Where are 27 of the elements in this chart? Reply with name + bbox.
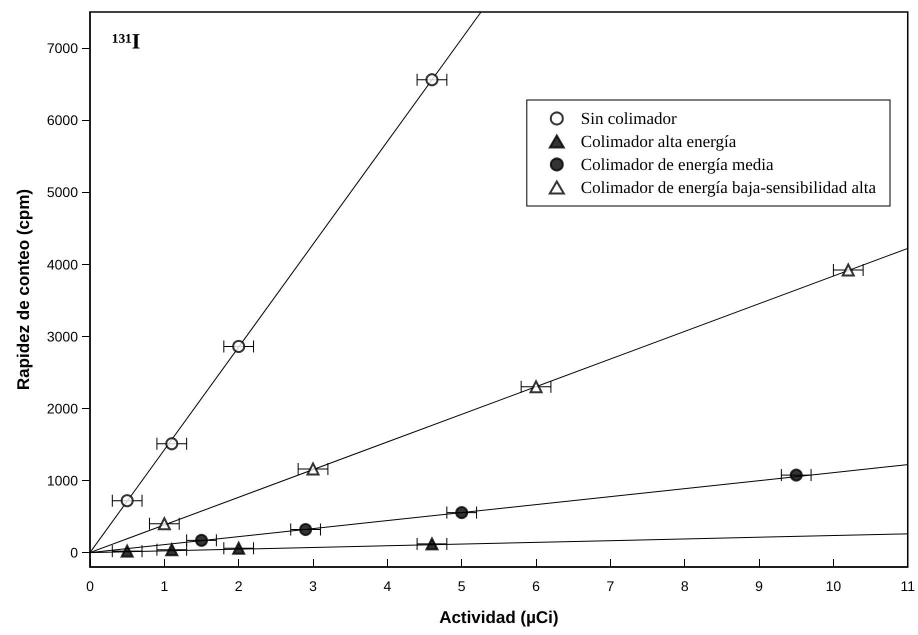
legend-label: Colimador de energía media	[580, 155, 774, 174]
x-tick-label: 5	[458, 578, 466, 594]
y-tick-label: 4000	[46, 256, 78, 272]
y-tick-label: 6000	[46, 112, 78, 128]
y-tick-label: 1000	[46, 472, 78, 489]
x-tick-label: 8	[680, 578, 689, 594]
y-tick-label: 3000	[46, 328, 78, 344]
x-tick-label: 2	[234, 578, 243, 594]
annotation: ¹³¹I	[112, 28, 140, 54]
y-tick-label: 5000	[46, 184, 78, 200]
legend-label: Sin colimador	[580, 109, 677, 128]
x-tick-label: 11	[900, 578, 916, 594]
x-axis-title: Actividad (µCi)	[439, 608, 559, 627]
legend-label: Colimador alta energía	[580, 132, 737, 151]
y-tick-label: 2000	[46, 400, 78, 416]
x-tick-label: 10	[826, 578, 842, 594]
x-tick-label: 7	[606, 578, 614, 594]
y-tick-label: 0	[70, 544, 78, 561]
x-tick-label: 9	[755, 578, 764, 594]
y-axis-title: Rapidez de conteo (cpm)	[14, 188, 33, 390]
x-tick-label: 6	[532, 578, 540, 594]
y-tick-label: 7000	[46, 40, 78, 56]
x-tick-label: 3	[309, 578, 318, 594]
x-tick-label: 1	[160, 578, 168, 594]
x-tick-label: 0	[86, 578, 94, 594]
x-tick-label: 4	[383, 578, 392, 594]
legend-label: Colimador de energía baja-sensibilidad alta	[580, 178, 876, 197]
